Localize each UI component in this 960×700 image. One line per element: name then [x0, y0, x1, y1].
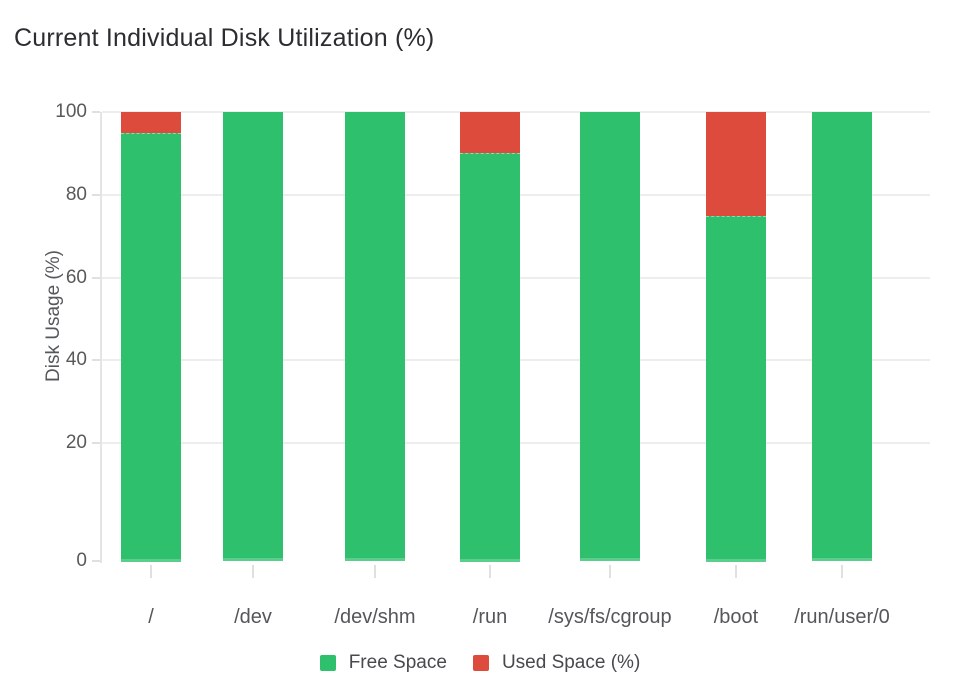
x-label-/: / [148, 606, 154, 628]
x-tick-mark-/dev/shm [374, 565, 376, 578]
legend: Free Space Used Space (%) [0, 652, 960, 674]
y-tick-label-100: 100 [55, 101, 87, 122]
x-label-/boot: /boot [713, 606, 759, 628]
y-tick-mark-60 [92, 276, 100, 279]
plot-area [100, 111, 930, 562]
legend-swatch-icon [319, 655, 336, 671]
y-tick-label-0: 0 [76, 550, 87, 571]
y-tick-label-20: 20 [65, 432, 87, 454]
bar-free-/run/user/0[interactable] [812, 112, 872, 561]
bar-free-/run[interactable] [460, 153, 520, 562]
x-label-/dev: /dev [234, 606, 272, 628]
x-tick-mark-/sys/fs/cgroup [609, 565, 611, 578]
x-tick-mark-/dev [252, 565, 254, 578]
y-tick-mark-80 [92, 193, 100, 196]
x-label-/dev/shm: /dev/shm [334, 606, 416, 628]
legend-item-free-space[interactable]: Free Space [319, 652, 447, 674]
y-axis-line [100, 112, 102, 563]
x-label-/run: /run [472, 606, 508, 628]
x-label-/sys/fs/cgroup: /sys/fs/cgroup [548, 606, 672, 628]
legend-swatch-icon [472, 655, 489, 671]
y-tick-mark-0 [92, 560, 100, 562]
x-tick-mark-/run/user/0 [841, 565, 843, 578]
y-tick-mark-40 [92, 359, 100, 362]
bar-used-/boot[interactable] [706, 112, 766, 216]
bar-free-/[interactable] [121, 132, 181, 562]
x-tick-mark-/boot [735, 565, 737, 578]
x-tick-mark-/run [489, 565, 491, 578]
legend-label: Free Space [348, 652, 447, 673]
bar-free-/dev/shm[interactable] [345, 112, 405, 561]
bar-used-/[interactable] [121, 112, 181, 133]
bar-used-/run[interactable] [460, 112, 520, 154]
legend-label: Used Space (%) [501, 652, 641, 673]
y-tick-mark-20 [92, 442, 100, 445]
bar-free-/dev[interactable] [223, 112, 283, 561]
chart-title: Current Individual Disk Utilization (%) [14, 24, 435, 52]
legend-item-used-space[interactable]: Used Space (%) [472, 652, 641, 674]
y-tick-label-60: 60 [65, 266, 87, 288]
bar-free-/boot[interactable] [706, 215, 766, 562]
y-tick-mark-100 [92, 111, 100, 113]
y-tick-label-40: 40 [65, 349, 87, 371]
x-label-/run/user/0: /run/user/0 [794, 606, 890, 628]
x-tick-mark-/ [150, 565, 152, 578]
y-tick-label-80: 80 [65, 183, 87, 205]
bar-free-/sys/fs/cgroup[interactable] [580, 112, 640, 561]
